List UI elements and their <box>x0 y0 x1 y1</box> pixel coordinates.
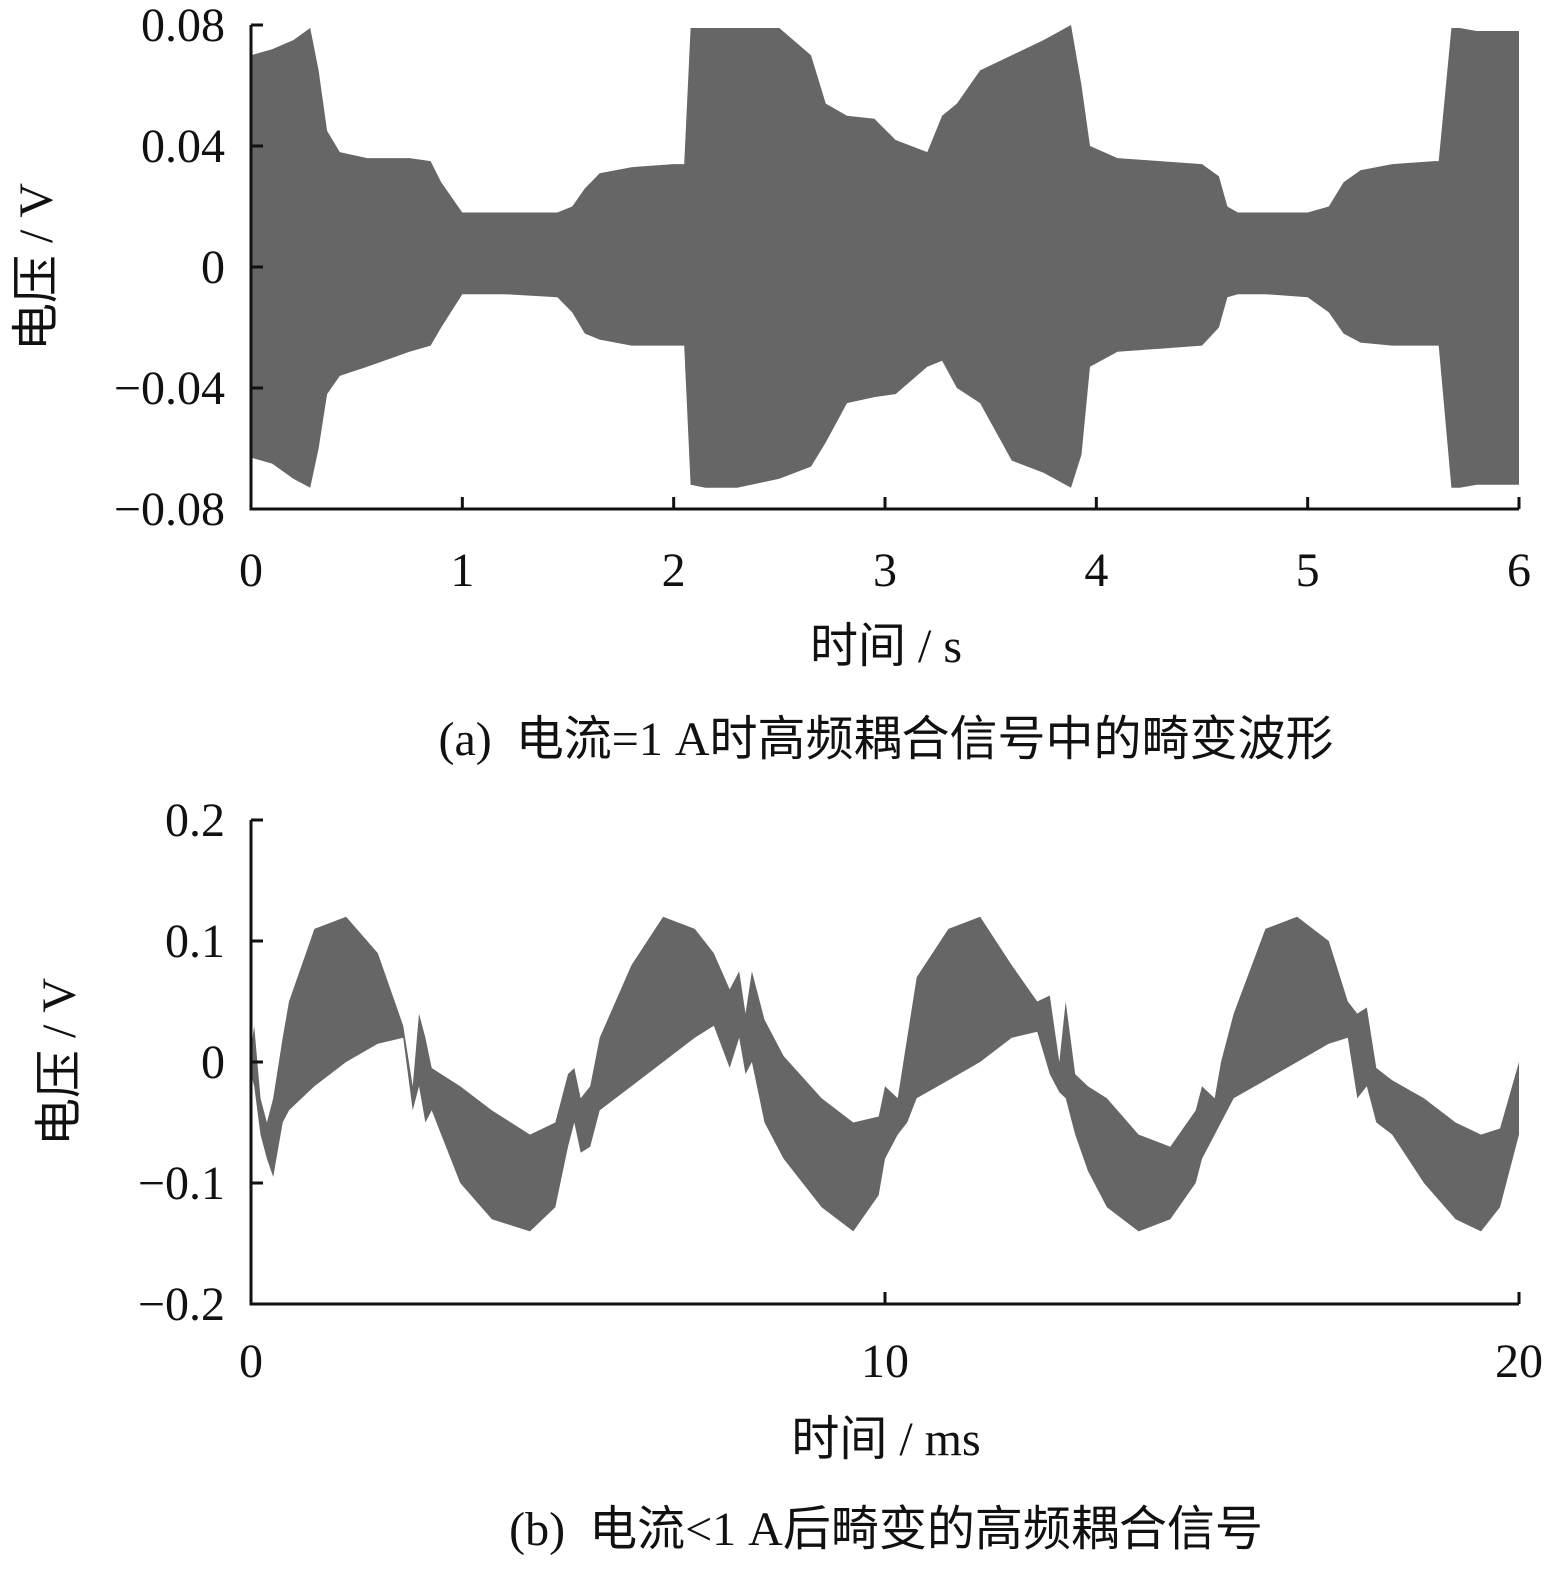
y-tick-label-b: −0.2 <box>138 1278 225 1331</box>
y-axis-title-b: 电压 / V <box>33 978 86 1146</box>
x-ticks-b: 0 10 20 <box>239 1292 1543 1388</box>
envelope-area-a <box>251 25 1519 488</box>
x-tick-label-a: 2 <box>662 544 686 597</box>
y-tick-label-b: 0.2 <box>165 794 225 847</box>
x-tick-label-a: 1 <box>450 544 474 597</box>
y-tick-label-a: 0.04 <box>141 120 225 173</box>
y-tick-label-b: 0.1 <box>165 915 225 968</box>
y-ticks-a: 0.08 0.04 0 −0.04 −0.08 <box>114 0 263 536</box>
axes-frame-a <box>249 25 1519 511</box>
y-tick-label-a: −0.04 <box>114 362 225 415</box>
x-tick-label-a: 4 <box>1084 544 1108 597</box>
caption-a: (a) 电流=1 A时高频耦合信号中的畸变波形 <box>438 713 1333 766</box>
x-axis-title-a: 时间 / s <box>810 620 962 673</box>
x-tick-label-b: 10 <box>861 1335 909 1388</box>
y-tick-label-b: 0 <box>201 1036 225 1089</box>
x-tick-label-a: 5 <box>1296 544 1320 597</box>
y-tick-label-a: 0.08 <box>141 0 225 52</box>
y-tick-label-a: −0.08 <box>114 483 225 536</box>
caption-b: (b) 电流<1 A后畸变的高频耦合信号 <box>509 1503 1263 1556</box>
x-tick-label-b: 20 <box>1495 1335 1543 1388</box>
x-tick-label-a: 0 <box>239 544 263 597</box>
x-ticks-a: 0 1 2 3 4 5 6 <box>239 497 1531 597</box>
axes-frame-b <box>249 820 1519 1306</box>
y-ticks-b: 0.2 0.1 0 −0.1 −0.2 <box>138 794 263 1331</box>
y-tick-label-a: 0 <box>201 241 225 294</box>
x-axis-title-b: 时间 / ms <box>791 1413 980 1466</box>
y-tick-label-b: −0.1 <box>138 1157 225 1210</box>
x-tick-label-b: 0 <box>239 1335 263 1388</box>
panel-b: 0.2 0.1 0 −0.1 −0.2 0 10 20 电压 / V 时间 / ms (b)… <box>33 794 1543 1556</box>
y-axis-title-a: 电压 / V <box>10 183 63 351</box>
x-tick-label-a: 3 <box>873 544 897 597</box>
panel-a: 0.08 0.04 0 −0.04 −0.08 0 1 2 3 4 5 6 电压 / V 时间 / … <box>10 0 1531 766</box>
x-tick-label-a: 6 <box>1507 544 1531 597</box>
envelope-area-b <box>251 916 1519 1232</box>
